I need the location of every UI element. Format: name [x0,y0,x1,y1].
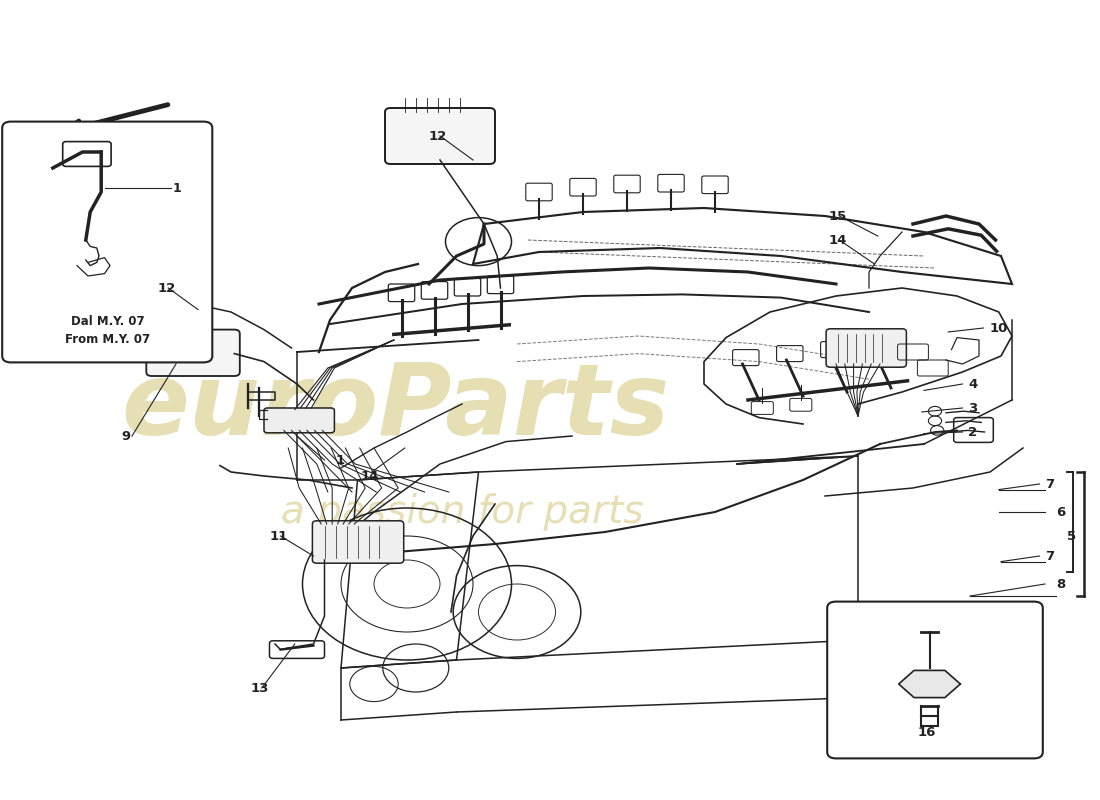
Text: 15: 15 [828,210,847,222]
Polygon shape [899,670,960,698]
Text: 3: 3 [968,402,977,414]
Text: 8: 8 [1056,578,1065,590]
Text: 14: 14 [361,470,379,482]
FancyBboxPatch shape [82,272,192,332]
Text: 2: 2 [968,426,977,438]
Text: 14: 14 [828,234,847,246]
Text: 7: 7 [1045,478,1054,490]
Text: 7: 7 [1045,550,1054,562]
Text: 9: 9 [121,430,130,442]
Text: 1: 1 [336,454,344,466]
Text: 12: 12 [429,130,448,142]
Text: 16: 16 [917,726,936,738]
FancyBboxPatch shape [264,408,334,433]
FancyBboxPatch shape [385,108,495,164]
Text: ═══: ═══ [103,293,117,302]
Text: 5: 5 [1067,530,1076,542]
Text: 11: 11 [270,530,288,542]
Text: 12: 12 [157,282,176,294]
Text: 6: 6 [1056,506,1065,518]
FancyBboxPatch shape [312,521,404,563]
Text: ═══: ═══ [103,305,117,314]
Text: 10: 10 [990,322,1009,334]
Text: Dal M.Y. 07
From M.Y. 07: Dal M.Y. 07 From M.Y. 07 [65,315,151,346]
Text: 13: 13 [251,682,270,694]
FancyBboxPatch shape [827,602,1043,758]
Text: euroParts: euroParts [122,359,670,457]
Text: a passion for parts: a passion for parts [280,493,644,531]
FancyBboxPatch shape [2,122,212,362]
FancyBboxPatch shape [146,330,240,376]
Text: 1: 1 [173,182,182,194]
Text: 4: 4 [968,378,977,390]
FancyBboxPatch shape [826,329,906,367]
